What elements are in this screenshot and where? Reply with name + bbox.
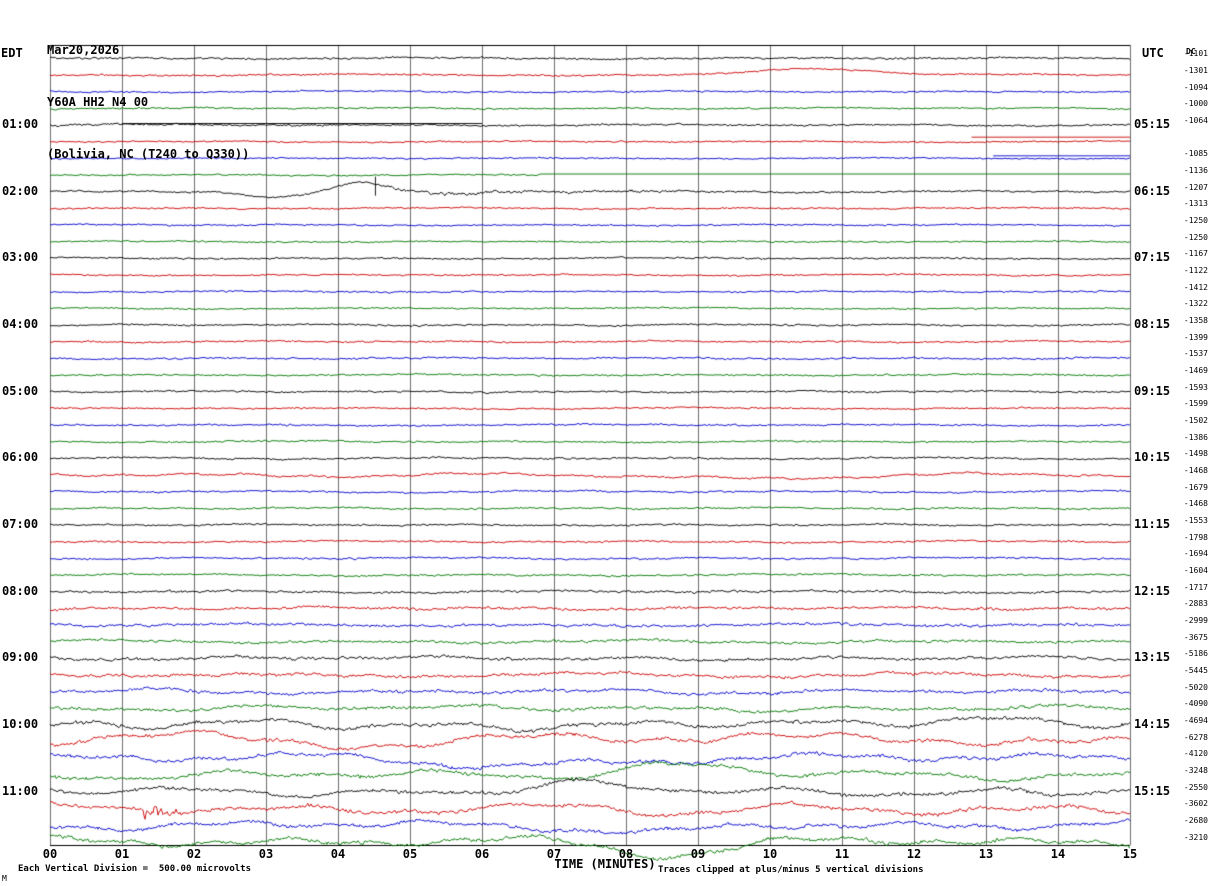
- dc-offset-value: -1094: [1183, 82, 1208, 92]
- dc-offset-value: -1502: [1183, 416, 1208, 425]
- dc-offset-value: -3675: [1183, 632, 1208, 642]
- dc-offset-value: -1593: [1183, 382, 1208, 392]
- dc-offset-value: -1301: [1183, 66, 1208, 75]
- plot-title: Mar20,2026 Y60A HH2 N4 00 (Bolivia, NC (…: [47, 5, 249, 199]
- dc-offset-value: -1553: [1183, 516, 1208, 525]
- x-axis-title: TIME (MINUTES): [554, 857, 656, 871]
- dc-offset-value: -2680: [1183, 816, 1208, 825]
- dc-offset-value: -1537: [1183, 349, 1208, 359]
- right-time-label: 07:15: [1134, 250, 1171, 265]
- right-time-label: 06:15: [1134, 183, 1171, 198]
- dc-offset-value: -1468: [1183, 466, 1208, 475]
- left-time-label: 04:00: [2, 317, 39, 331]
- dc-offset-value: -1498: [1183, 449, 1208, 459]
- dc-offset-value: -1412: [1183, 282, 1208, 292]
- x-tick-label: 02: [186, 847, 202, 861]
- right-time-label: 15:15: [1134, 783, 1171, 798]
- left-time-label: 03:00: [2, 250, 39, 265]
- x-tick-label: 03: [258, 847, 274, 861]
- x-tick-label: 14: [1050, 847, 1066, 861]
- dc-offset-value: -1469: [1183, 366, 1208, 375]
- x-tick-label: 04: [330, 847, 346, 861]
- dc-offset-value: -1136: [1183, 166, 1208, 175]
- right-time-label: 08:15: [1134, 317, 1171, 331]
- left-time-label: 06:00: [2, 450, 39, 465]
- dc-offset-value: -3602: [1183, 799, 1208, 809]
- dc-offset-value: -3210: [1183, 832, 1208, 842]
- dc-offset-value: -1167: [1183, 249, 1208, 259]
- left-time-label: 07:00: [2, 517, 39, 531]
- right-time-label: 05:15: [1134, 117, 1171, 131]
- x-tick-label: 07: [546, 847, 562, 861]
- right-time-label: 10:15: [1134, 450, 1171, 465]
- x-tick-label: 05: [402, 847, 418, 861]
- dc-offset-value: -3248: [1183, 766, 1208, 775]
- right-time-label: 13:15: [1134, 650, 1171, 665]
- left-time-label: 02:00: [2, 183, 39, 198]
- dc-offset-value: -1358: [1183, 316, 1208, 325]
- x-tick-label: 06: [474, 847, 490, 861]
- dc-offset-value: -1064: [1183, 116, 1208, 125]
- left-time-label: 01:00: [2, 117, 39, 131]
- dc-offset-value: -4120: [1183, 749, 1208, 759]
- dc-offset-value: -1085: [1183, 149, 1208, 159]
- dc-offset-value: -4694: [1183, 716, 1208, 725]
- title-location: (Bolivia, NC (T240 to Q330)): [47, 147, 250, 161]
- right-axis-label: UTC: [1142, 46, 1164, 60]
- dc-offset-value: -1250: [1183, 232, 1208, 242]
- dc-offset-value: -5186: [1183, 649, 1208, 659]
- right-time-label: 14:15: [1134, 717, 1171, 731]
- x-tick-label: 08: [618, 847, 634, 861]
- dc-offset-value: -5445: [1183, 666, 1208, 675]
- x-tick-label: 09: [690, 847, 706, 861]
- x-tick-label: 00: [42, 847, 58, 861]
- dc-offset-value: -2999: [1183, 616, 1208, 625]
- dc-offset-value: -1694: [1183, 549, 1208, 559]
- left-time-label: 05:00: [2, 383, 39, 398]
- dc-offset-value: -1207: [1183, 182, 1208, 192]
- corner-mark: M: [2, 874, 7, 883]
- right-time-label: 11:15: [1134, 517, 1171, 531]
- dc-offset-value: -1717: [1183, 582, 1208, 592]
- dc-offset-value: -1000: [1183, 99, 1208, 109]
- left-time-label: 10:00: [2, 717, 39, 731]
- dc-offset-value: -1679: [1183, 482, 1208, 492]
- right-time-label: 12:15: [1134, 583, 1171, 598]
- x-tick-label: 01: [114, 847, 130, 861]
- right-time-label: 09:15: [1134, 383, 1171, 398]
- left-time-label: 11:00: [2, 783, 39, 798]
- dc-column-label: DC: [1186, 47, 1196, 56]
- dc-offset-value: -1250: [1183, 216, 1208, 225]
- dc-offset-value: -1101: [1183, 49, 1208, 59]
- dc-offset-value: -2550: [1183, 782, 1208, 792]
- dc-offset-value: -6278: [1183, 732, 1208, 742]
- x-tick-label: 11: [834, 847, 850, 861]
- dc-offset-value: -2883: [1183, 599, 1208, 609]
- left-time-label: 09:00: [2, 650, 39, 665]
- dc-offset-value: -1313: [1183, 199, 1208, 209]
- scale-note: Each Vertical Division = 500.00 microvol…: [18, 864, 251, 874]
- dc-offset-value: -1604: [1183, 566, 1208, 575]
- x-tick-label: 13: [978, 847, 994, 861]
- dc-offset-value: -1798: [1183, 532, 1208, 542]
- dc-offset-value: -5020: [1183, 682, 1208, 692]
- dc-offset-value: -1386: [1183, 432, 1208, 442]
- left-axis-label: EDT: [1, 46, 23, 60]
- dc-offset-value: -1322: [1183, 299, 1208, 309]
- dc-offset-value: -4090: [1183, 699, 1208, 709]
- clip-note: Traces clipped at plus/minus 5 vertical …: [658, 865, 924, 875]
- x-tick-label: 15: [1122, 847, 1138, 861]
- dc-offset-value: -1599: [1183, 399, 1208, 409]
- dc-offset-value: -1122: [1183, 266, 1208, 275]
- title-station: Y60A HH2 N4 00: [47, 95, 149, 109]
- left-time-label: 08:00: [2, 583, 39, 598]
- dc-offset-value: -1399: [1183, 332, 1208, 342]
- x-tick-label: 12: [906, 847, 922, 861]
- x-tick-label: 10: [762, 847, 778, 861]
- title-date: Mar20,2026: [47, 43, 120, 57]
- dc-offset-value: -1468: [1183, 499, 1208, 509]
